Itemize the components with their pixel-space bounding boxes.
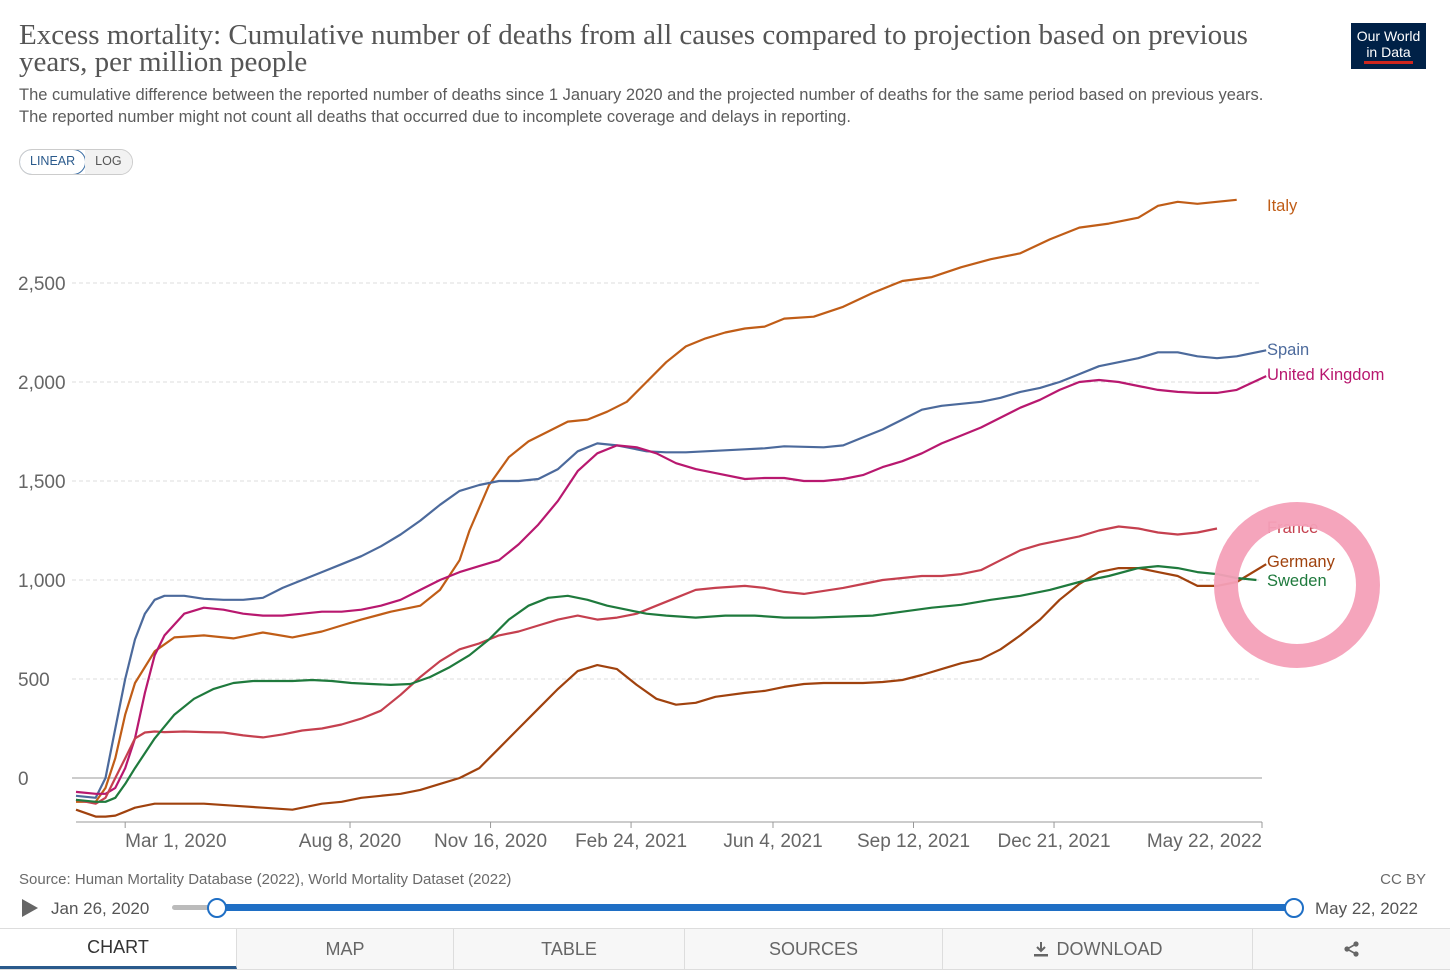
license-link[interactable]: CC BY [1380,871,1426,888]
chart-subtitle: The cumulative difference between the re… [19,84,1359,128]
tab-map[interactable]: MAP [237,929,454,969]
series-line-sweden [75,565,1257,803]
highlight-ring [1214,502,1380,668]
timeline: Jan 26, 2020 May 22, 2022 [0,893,1450,923]
x-tick-label: Aug 8, 2020 [299,831,401,852]
timeline-end-handle[interactable] [1284,898,1304,918]
tab-download[interactable]: DOWNLOAD [943,929,1253,969]
series-label-united-kingdom: United Kingdom [1267,366,1384,384]
subtitle-line-2: The reported number might not count all … [19,108,851,126]
play-icon[interactable] [22,899,38,917]
series-line-france [75,525,1218,805]
tab-sources-label: SOURCES [768,938,858,959]
timeline-start-handle[interactable] [207,898,227,918]
series-lines [75,198,1267,818]
timeline-start-label: Jan 26, 2020 [51,899,150,918]
timeline-end-label: May 22, 2022 [1315,899,1419,918]
tab-bar: CHART MAP TABLE SOURCES DOWNLOAD [0,928,1450,970]
source-note[interactable]: Source: Human Mortality Database (2022),… [19,871,512,888]
line-chart: 0 500 1,000 1,500 2,000 2,500 Mar 1, 2020 Aug … [18,197,1384,852]
highlight-annotation [1214,502,1380,668]
x-tick-label: Dec 21, 2021 [998,831,1111,852]
x-tick-label: Nov 16, 2020 [434,831,547,852]
y-tick-label: 1,000 [18,571,66,592]
series-label-sweden: Sweden [1267,572,1327,590]
series-line-germany [75,563,1267,818]
x-tick-label: Sep 12, 2021 [857,831,970,852]
gridlines [72,282,1262,779]
scale-toggle: LINEAR LOG [19,149,133,175]
y-axis: 0 500 1,000 1,500 2,000 2,500 [18,274,66,790]
share-icon [1343,941,1359,957]
x-tick-label: Feb 24, 2021 [575,831,687,852]
tab-table-label: TABLE [541,938,597,959]
owid-logo[interactable]: Our World in Data [1351,23,1426,69]
y-tick-label: 2,000 [18,373,66,394]
y-tick-label: 1,500 [18,472,66,493]
tab-chart-label: CHART [87,937,149,957]
linear-scale-button[interactable]: LINEAR [19,150,87,174]
series-label-italy: Italy [1267,197,1298,215]
series-label-germany: Germany [1267,553,1336,571]
tab-chart[interactable]: CHART [0,929,237,969]
download-icon [1034,942,1049,957]
logo-line-1: Our World [1356,28,1421,44]
x-tick-label: Mar 1, 2020 [125,831,226,852]
logo-line-2: in Data [1364,44,1413,64]
y-tick-label: 2,500 [18,274,66,295]
tab-map-label: MAP [325,938,365,959]
chart-title: Excess mortality: Cumulative number of d… [19,19,1248,78]
tab-table[interactable]: TABLE [454,929,685,969]
y-tick-label: 500 [18,670,50,691]
share-button[interactable] [1253,929,1450,969]
subtitle-line-1: The cumulative difference between the re… [19,86,1264,104]
series-line-united-kingdom [75,375,1267,795]
series-line-italy [76,198,1237,803]
x-tick-label: Jun 4, 2021 [723,831,822,852]
series-line-spain [75,349,1267,799]
log-scale-button[interactable]: LOG [85,150,132,174]
y-tick-label: 0 [18,769,29,790]
tab-sources[interactable]: SOURCES [685,929,943,969]
x-axis: Mar 1, 2020 Aug 8, 2020 Nov 16, 2020 Feb 24… [76,821,1263,852]
series-label-spain: Spain [1267,341,1309,359]
tab-download-label: DOWNLOAD [1056,938,1163,959]
x-tick-label: May 22, 2022 [1147,831,1262,852]
timeline-selected-range[interactable] [216,904,1294,911]
